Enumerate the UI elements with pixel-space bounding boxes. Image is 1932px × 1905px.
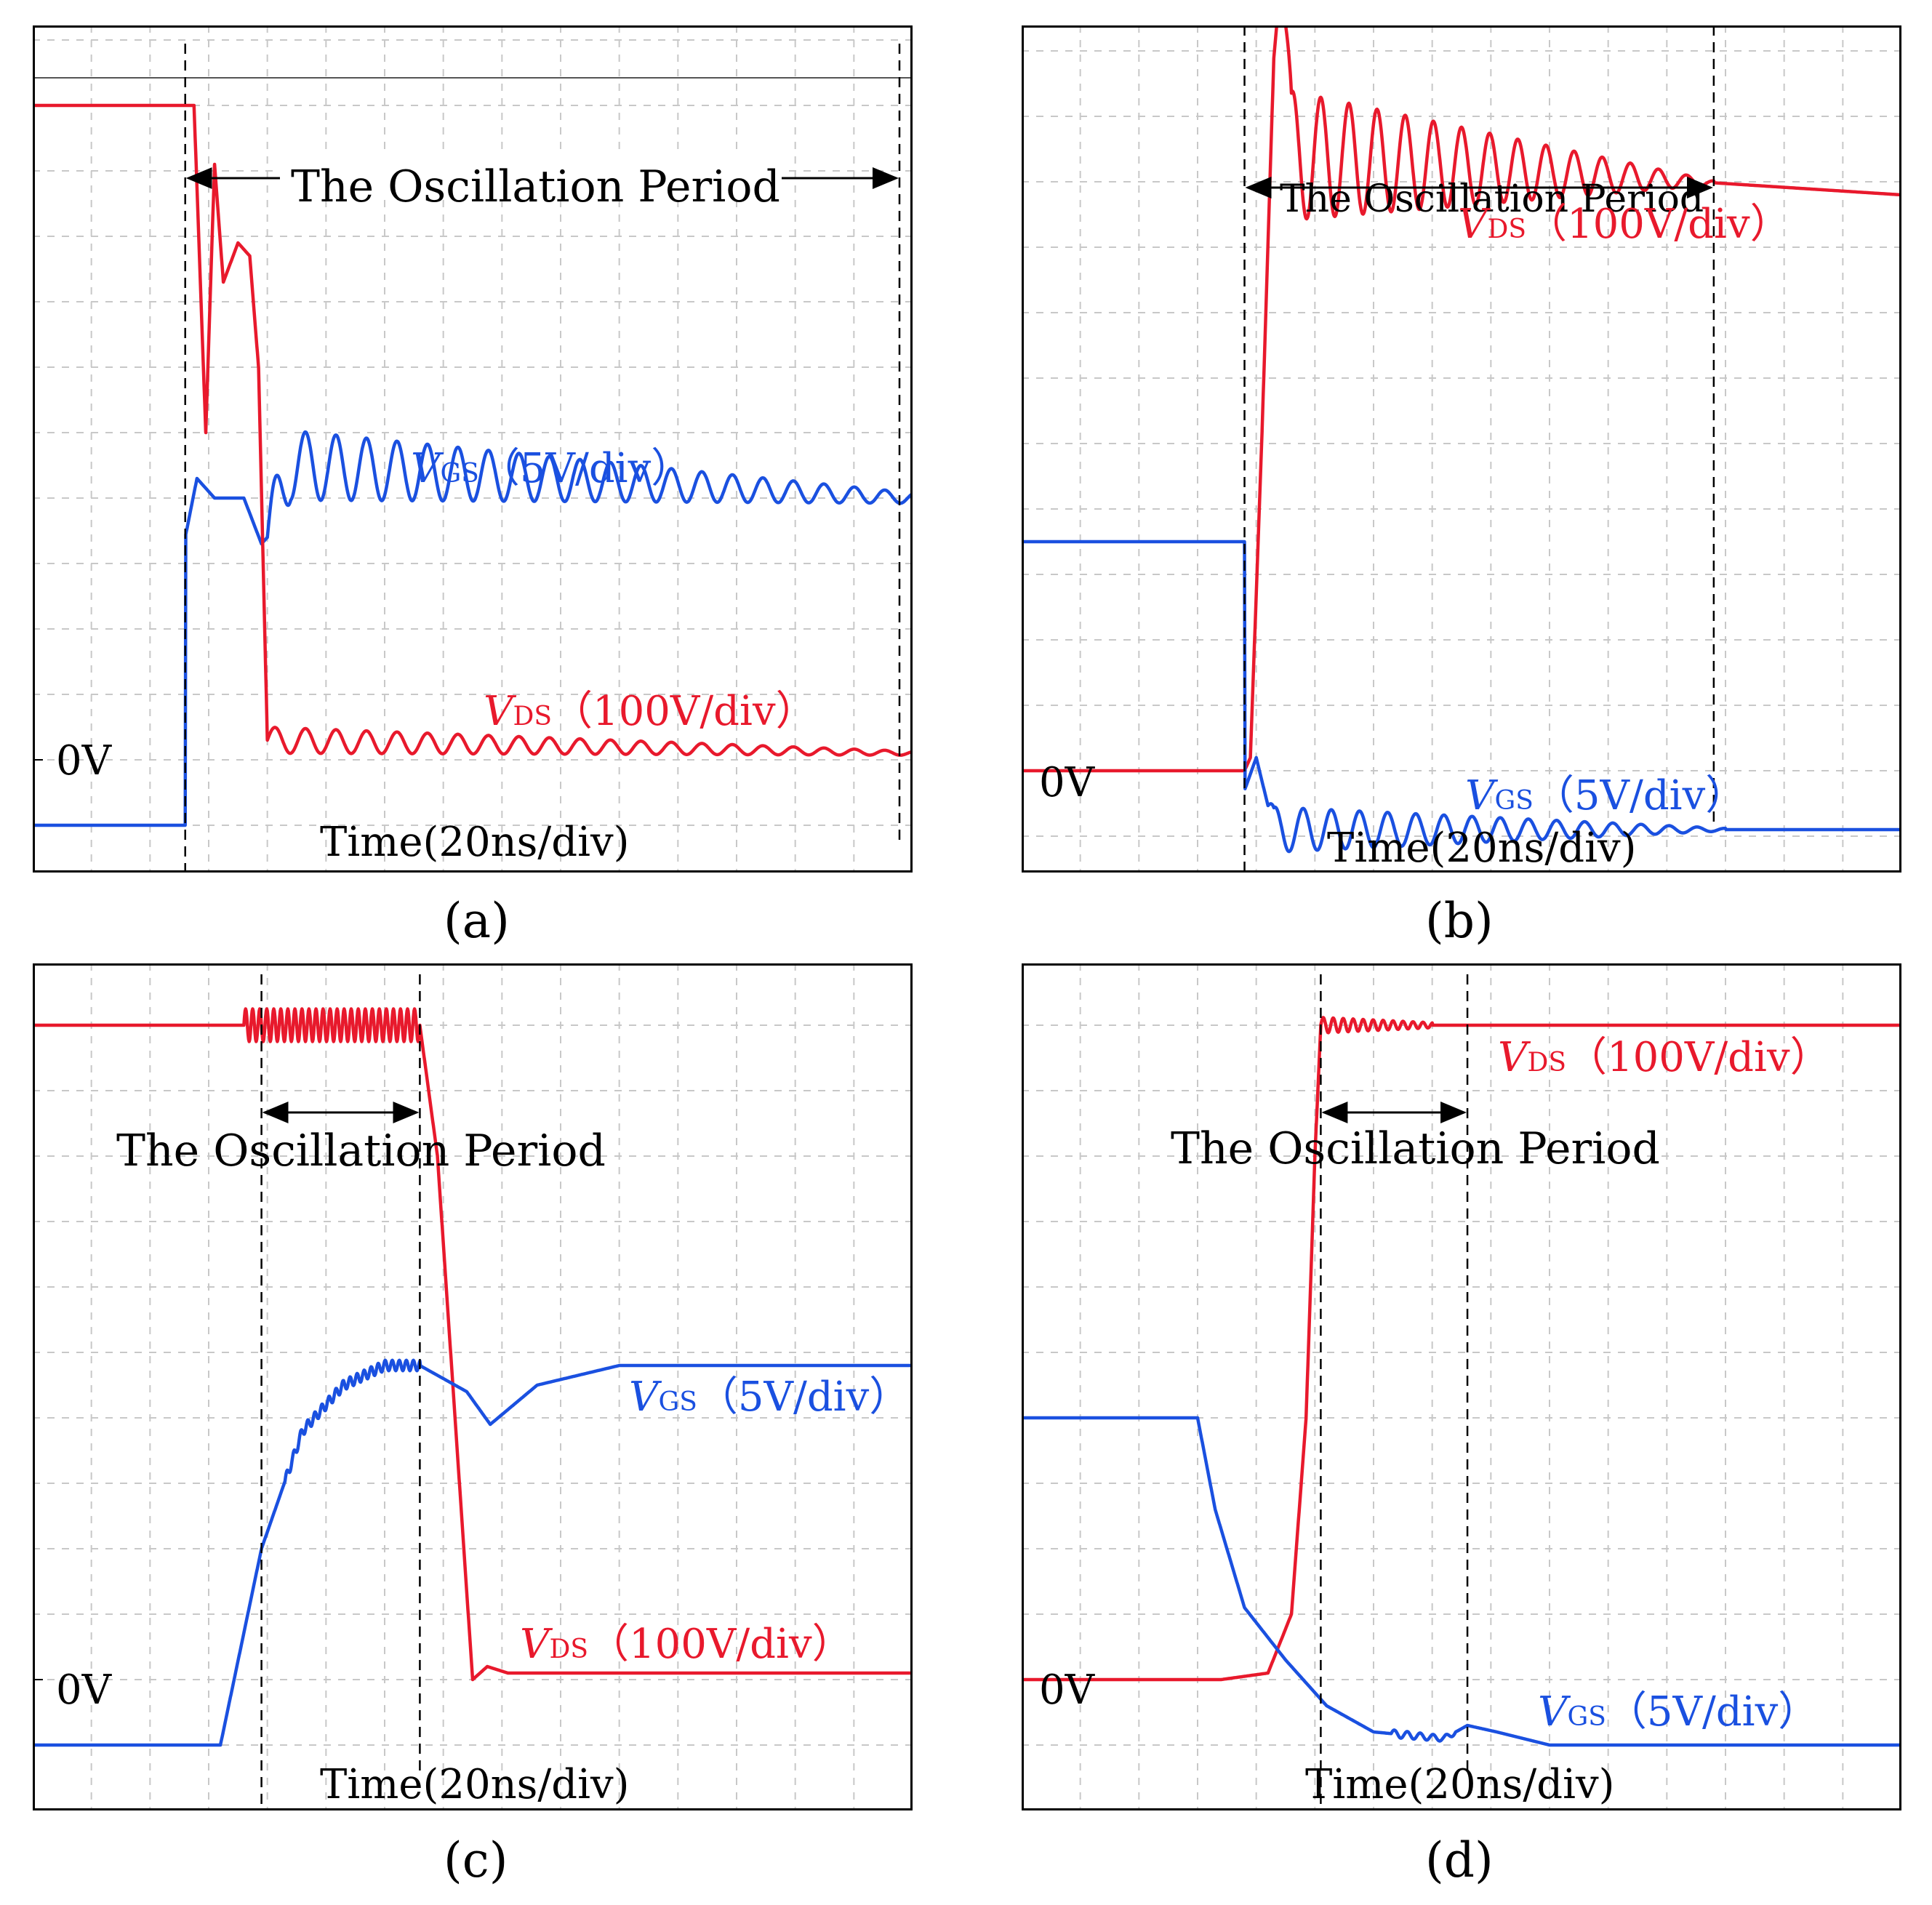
vgs-label-scale: （5V/div） [697,1373,910,1421]
plot-frame [33,25,913,873]
vgs-label: VGS（5V/div） [629,1373,910,1421]
vds-trace [33,103,913,757]
vgs-label-symbol: V [629,1373,662,1421]
chart-a: The Oscillation Period0VTime(20ns/div)VG… [33,25,913,873]
chart-c: The Oscillation Period0VTime(20ns/div)VG… [33,963,913,1810]
time-label: Time(20ns/div) [320,819,630,866]
vds-label: VDS（100V/div） [484,688,817,735]
panel-a: The Oscillation Period 0V Time(20ns/div) VG… [33,25,913,873]
panel-b: The Oscillation Period 0V Time(20ns/div) VG… [1022,25,1901,873]
grid [1022,963,1901,1810]
chart-d: The Oscillation Period0VTime(20ns/div)VG… [1022,963,1901,1810]
time-label: Time(20ns/div) [1327,825,1637,872]
vgs-trace [1022,540,1901,854]
vgs-label-subscript: GS [1494,786,1533,816]
vds-trace [33,1007,913,1682]
vgs-label-symbol: V [411,445,444,492]
zero-label: 0V [1039,1667,1096,1714]
vgs-trace [33,430,913,827]
zero-label: 0V [1039,759,1096,806]
time-label: Time(20ns/div) [1305,1761,1615,1808]
vds-trace [1022,1016,1901,1682]
period-label: The Oscillation Period [116,1126,606,1176]
vds-label: VDS（100V/div） [520,1621,853,1668]
vds-label-symbol: V [484,688,517,735]
vds-label-scale: （100V/div） [1526,201,1791,248]
vgs-label-symbol: V [1465,772,1499,819]
grid [33,963,913,1810]
vgs-label: VGS（5V/div） [411,445,692,492]
period-label: The Oscillation Period [1280,177,1704,221]
vds-label: VDS（100V/div） [1458,201,1791,248]
zero-label: 0V [56,737,113,785]
vgs-trace [33,1358,913,1747]
caption-b: (b) [1425,893,1494,949]
caption-c: (c) [444,1832,508,1888]
vgs-label-scale: （5V/div） [479,445,692,492]
vgs-label-scale: （5V/div） [1534,772,1746,819]
vgs-label-subscript: GS [440,459,478,489]
vds-label-symbol: V [1498,1034,1531,1081]
plot-frame [1022,25,1901,873]
vds-label: VDS（100V/div） [1498,1034,1831,1081]
time-label: Time(20ns/div) [320,1761,630,1808]
vgs-label-subscript: GS [1567,1702,1606,1732]
chart-b: The Oscillation Period0VTime(20ns/div)VG… [1022,25,1901,873]
caption-d: (d) [1425,1832,1494,1888]
grid [1022,25,1901,873]
vgs-label: VGS（5V/div） [1538,1688,1819,1736]
period-label: The Oscillation Period [291,161,780,212]
panel-c: The Oscillation Period 0V Time(20ns/div) VG… [33,963,913,1810]
vds-label-symbol: V [520,1621,553,1668]
vds-label-symbol: V [1458,201,1491,248]
vgs-label-subscript: GS [658,1387,697,1417]
vds-label-subscript: DS [1487,214,1526,244]
period-label: The Oscillation Period [1171,1123,1660,1174]
vds-label-subscript: DS [549,1635,588,1664]
vds-label-subscript: DS [1527,1048,1566,1078]
caption-a: (a) [444,893,510,949]
vds-label-subscript: DS [513,702,552,731]
vds-label-scale: （100V/div） [588,1621,853,1668]
vgs-label: VGS（5V/div） [1465,772,1746,819]
vgs-label-scale: （5V/div） [1606,1688,1819,1736]
vds-trace [1022,25,1901,773]
vds-label-scale: （100V/div） [1566,1034,1831,1081]
period-label-bg [280,149,782,200]
plot-frame [1022,963,1901,1810]
panel-d: The Oscillation Period 0V Time(20ns/div) VG… [1022,963,1901,1810]
vgs-label-symbol: V [1538,1688,1571,1736]
zero-label: 0V [56,1667,113,1714]
vgs-trace [1022,1416,1901,1747]
plot-frame [33,963,913,1810]
plot-background [1022,25,1901,873]
vds-label-scale: （100V/div） [552,688,817,735]
